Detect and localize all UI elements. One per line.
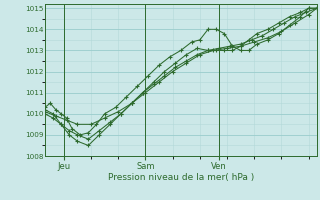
- X-axis label: Pression niveau de la mer( hPa ): Pression niveau de la mer( hPa ): [108, 173, 254, 182]
